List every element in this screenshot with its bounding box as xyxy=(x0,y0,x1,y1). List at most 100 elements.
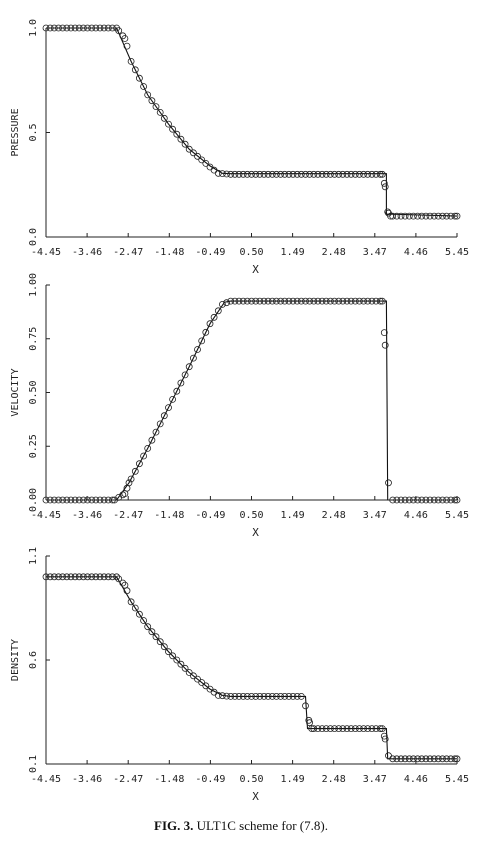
data-point xyxy=(409,212,417,220)
data-point xyxy=(148,436,156,444)
data-point xyxy=(189,354,197,362)
data-point xyxy=(148,97,156,105)
data-point xyxy=(339,725,347,732)
y-tick-label: 0.5 xyxy=(28,123,39,141)
data-point xyxy=(418,212,426,220)
data-point xyxy=(451,496,459,504)
y-tick-label: 0.1 xyxy=(28,755,39,773)
data-point xyxy=(42,496,50,504)
data-point xyxy=(364,170,372,178)
data-point xyxy=(451,755,459,763)
data-point xyxy=(144,91,152,99)
data-point xyxy=(115,27,123,35)
figure-caption: FIG. 3. ULT1C scheme for (7.8). xyxy=(0,818,482,834)
data-point xyxy=(378,170,386,178)
data-point xyxy=(293,297,301,305)
data-point xyxy=(401,755,409,763)
data-point xyxy=(443,755,451,763)
data-point xyxy=(318,297,326,305)
data-point xyxy=(144,623,152,631)
x-tick-label: 4.46 xyxy=(404,774,428,785)
data-point xyxy=(306,297,314,305)
x-tick-label: -3.46 xyxy=(72,247,102,258)
data-point xyxy=(380,329,388,337)
data-point xyxy=(239,693,247,700)
data-point xyxy=(281,297,289,305)
data-point xyxy=(318,170,326,178)
data-point xyxy=(297,693,305,700)
data-point xyxy=(368,725,376,732)
data-point xyxy=(347,297,355,305)
data-point xyxy=(55,573,62,581)
data-point xyxy=(397,755,405,763)
data-point xyxy=(381,183,389,191)
data-point xyxy=(322,725,330,732)
x-tick-label: 5.45 xyxy=(445,247,469,258)
data-point xyxy=(46,24,54,32)
data-point xyxy=(293,693,301,700)
chart-panel-3: -4.45 -3.46 -2.47 -1.48 -0.49 0.50 1.49 2.48 3.4… xyxy=(10,547,469,803)
data-point xyxy=(335,297,343,305)
data-point xyxy=(376,725,384,732)
y-tick-label: 0.6 xyxy=(28,651,39,669)
data-point xyxy=(113,573,120,581)
data-point xyxy=(322,170,330,178)
data-point xyxy=(173,130,181,138)
data-point xyxy=(165,404,172,412)
data-point xyxy=(285,170,293,178)
data-point xyxy=(297,170,305,178)
data-point xyxy=(252,297,260,305)
x-tick-label: 5.45 xyxy=(445,510,469,521)
y-tick-label: 1.0 xyxy=(28,19,39,37)
x-tick-label: 5.45 xyxy=(445,774,469,785)
data-point xyxy=(268,297,276,305)
data-point xyxy=(115,575,123,583)
data-point xyxy=(140,83,148,90)
x-tick-label: 0.50 xyxy=(239,510,263,521)
data-point xyxy=(297,297,305,305)
data-point xyxy=(88,496,96,504)
data-point xyxy=(96,573,104,581)
data-point xyxy=(306,719,314,727)
x-tick-label: 2.48 xyxy=(322,247,346,258)
x-tick-label: -4.45 xyxy=(31,510,61,521)
data-point xyxy=(343,725,351,732)
data-point xyxy=(418,755,426,763)
data-point xyxy=(401,212,409,220)
data-point xyxy=(131,467,139,475)
data-point xyxy=(218,692,226,700)
data-point xyxy=(426,496,434,504)
data-point xyxy=(310,297,318,305)
data-point xyxy=(281,693,289,700)
data-point xyxy=(80,24,87,32)
data-point xyxy=(144,444,152,452)
data-point xyxy=(181,371,189,379)
data-point xyxy=(331,297,338,305)
data-point xyxy=(173,656,181,664)
data-point xyxy=(239,170,247,178)
data-point xyxy=(71,496,79,504)
data-point xyxy=(177,135,185,143)
data-point xyxy=(426,755,434,763)
data-point xyxy=(393,755,401,763)
data-point xyxy=(281,170,289,178)
data-point xyxy=(439,755,446,763)
data-point xyxy=(264,170,272,178)
data-point xyxy=(135,460,143,468)
data-point xyxy=(260,693,268,700)
x-tick-label: 1.49 xyxy=(281,247,305,258)
data-point xyxy=(63,573,71,581)
data-point xyxy=(302,170,309,178)
data-point xyxy=(389,212,397,220)
data-point xyxy=(322,297,330,305)
x-tick-label: -4.45 xyxy=(31,774,61,785)
data-point xyxy=(310,725,318,732)
data-point xyxy=(169,125,177,133)
data-point xyxy=(71,573,79,581)
data-point xyxy=(185,669,193,676)
data-point xyxy=(214,692,222,699)
data-point xyxy=(121,35,129,42)
x-tick-label: -1.48 xyxy=(154,510,184,521)
data-point xyxy=(100,24,108,32)
x-tick-label: -0.49 xyxy=(195,247,225,258)
